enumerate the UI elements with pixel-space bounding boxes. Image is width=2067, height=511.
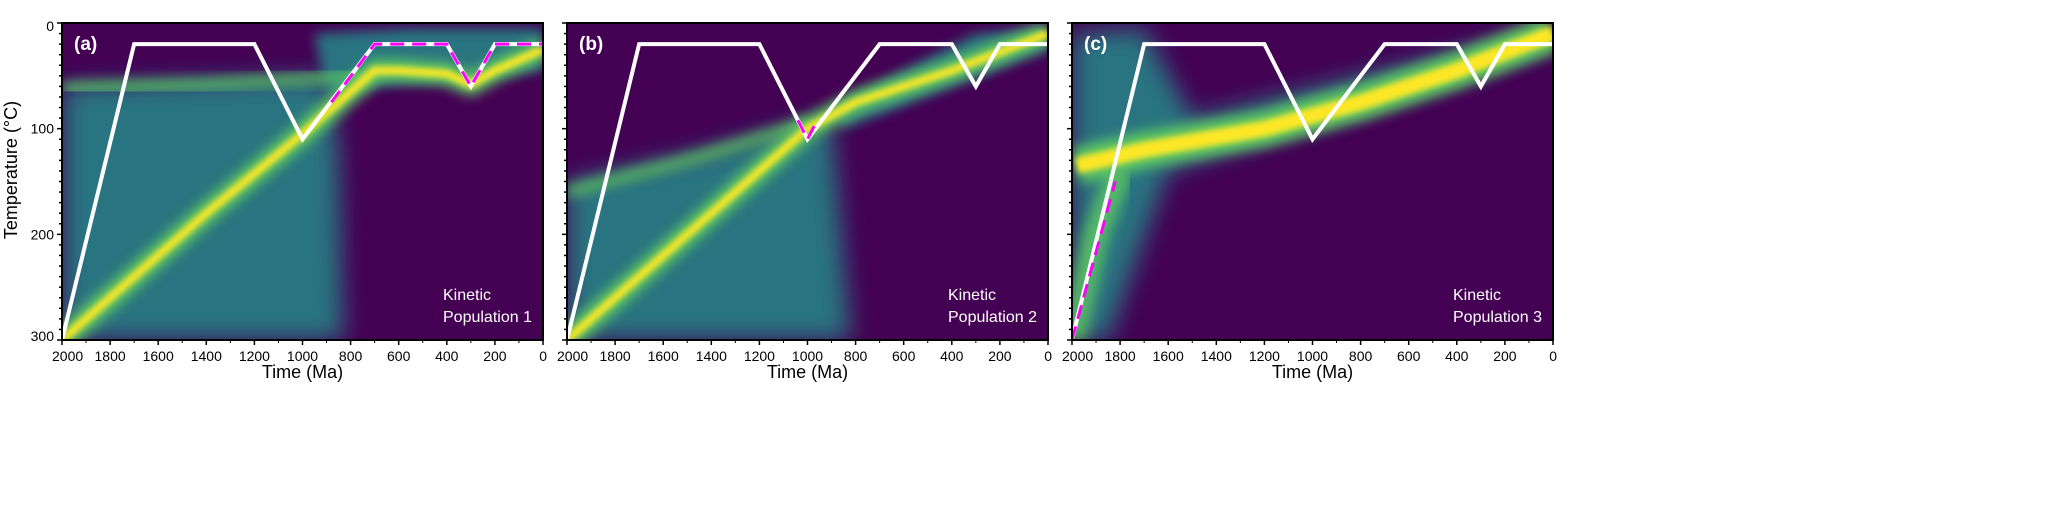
x-tick-label: 2000 [557, 348, 588, 364]
x-axis-label: Time (Ma) [1272, 362, 1353, 382]
density-band-core [1074, 26, 1553, 174]
kinetic-population-label: Population 1 [443, 309, 532, 326]
x-tick-label: 200 [988, 348, 1012, 364]
x-tick-label: 1000 [792, 348, 823, 364]
x-tick-label: 600 [1397, 348, 1421, 364]
kinetic-population-label: Population 2 [948, 309, 1037, 326]
kinetic-population-label: Kinetic [1453, 287, 1501, 304]
x-tick-label: 1600 [648, 348, 679, 364]
panel-label: (c) [1084, 34, 1107, 55]
x-tick-label: 1200 [744, 348, 775, 364]
x-tick-label: 800 [1349, 348, 1373, 364]
x-tick-label: 800 [844, 348, 868, 364]
density-band-core [62, 45, 543, 340]
y-tick-label: 100 [31, 121, 55, 137]
panel-label: (b) [579, 34, 603, 55]
x-tick-label: 0 [539, 348, 547, 364]
panel-c: 2000 1800 1600 1400 1200 1000 800 600 400 200 0Tim… [1062, 22, 1557, 382]
kinetic-population-label: Kinetic [948, 287, 996, 304]
density-layer [567, 23, 1048, 340]
x-tick-label: 1800 [95, 348, 126, 364]
x-tick-label: 200 [1493, 348, 1517, 364]
x-tick-label: 1000 [287, 348, 318, 364]
x-axis-label: Time (Ma) [262, 362, 343, 382]
x-tick-label: 2000 [52, 348, 83, 364]
x-tick-label: 400 [940, 348, 964, 364]
x-tick-label: 1000 [1297, 348, 1328, 364]
x-tick-label: 0 [1549, 348, 1557, 364]
x-tick-label: 1800 [1105, 348, 1136, 364]
x-tick-label: 400 [1445, 348, 1469, 364]
x-tick-label: 600 [892, 348, 916, 364]
x-tick-label: 1400 [696, 348, 727, 364]
x-tick-label: 200 [483, 348, 507, 364]
recovered-path-dashed [796, 119, 819, 143]
x-tick-label: 1200 [239, 348, 270, 364]
x-tick-label: 1400 [1201, 348, 1232, 364]
x-tick-label: 1400 [191, 348, 222, 364]
x-tick-label: 0 [1044, 348, 1052, 364]
kinetic-population-label: Kinetic [443, 287, 491, 304]
x-tick-label: 800 [339, 348, 363, 364]
density-layer [62, 28, 543, 340]
recovered-path-dashed [330, 42, 543, 104]
x-tick-label: 1200 [1249, 348, 1280, 364]
panel-b: 2000 1800 1600 1400 1200 1000 800 600 400 200 0Tim… [557, 22, 1052, 382]
x-tick-label: 1800 [600, 348, 631, 364]
density-band-core [567, 29, 1048, 340]
true-thermal-path [1072, 42, 1553, 340]
y-tick-label: 0 [46, 18, 54, 34]
x-tick-label: 400 [435, 348, 459, 364]
x-tick-label: 1600 [1153, 348, 1184, 364]
y-tick-label: 200 [31, 226, 55, 242]
x-tick-label: 2000 [1062, 348, 1093, 364]
y-tick-label: 300 [31, 328, 55, 344]
x-axis-label: Time (Ma) [767, 362, 848, 382]
x-tick-label: 1600 [143, 348, 174, 364]
density-layer [1072, 23, 1553, 340]
panel-a: 2000 1800 1600 1400 1200 1000 800 600 400 200 0010… [31, 18, 548, 382]
x-tick-label: 600 [387, 348, 411, 364]
recovered-path-dashed [1072, 181, 1117, 340]
true-thermal-path [567, 42, 1048, 340]
panel-label: (a) [74, 34, 97, 55]
kinetic-population-label: Population 3 [1453, 309, 1542, 326]
y-axis-label: Temperature (°C) [1, 101, 21, 239]
